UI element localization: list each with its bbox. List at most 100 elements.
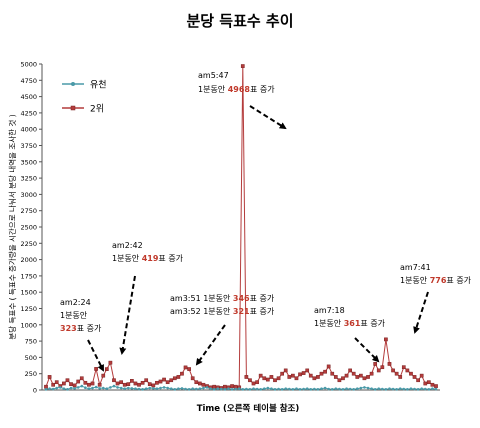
data-point <box>169 378 174 383</box>
annotation-label: am7:18 <box>314 306 345 315</box>
data-point <box>298 372 302 377</box>
annotation-label: 1분동안 <box>198 84 228 94</box>
data-point <box>126 382 131 386</box>
data-point <box>123 387 127 390</box>
data-point <box>423 381 428 386</box>
data-point <box>72 383 77 388</box>
data-point <box>62 381 66 386</box>
data-point <box>166 386 169 390</box>
data-point <box>344 373 349 378</box>
data-point <box>288 387 291 391</box>
data-point <box>352 388 356 391</box>
data-point <box>119 386 123 390</box>
data-point <box>194 380 199 385</box>
annotation-arrow <box>119 275 136 355</box>
data-point <box>251 381 256 386</box>
data-point <box>284 387 288 390</box>
data-point <box>423 387 427 391</box>
chart-title: 분당 득표수 추이 <box>186 12 293 30</box>
data-point <box>431 387 434 390</box>
y-tick-label: 3000 <box>20 191 37 199</box>
y-tick-label: 3500 <box>20 158 37 166</box>
data-point <box>248 388 252 391</box>
data-point <box>223 384 227 389</box>
data-point <box>305 387 309 390</box>
annotation-5: am7:18 1분동안 361표 증가 <box>314 306 386 363</box>
data-point <box>366 375 370 379</box>
legend-marker <box>71 82 75 86</box>
data-point <box>79 376 84 381</box>
data-point <box>413 387 416 391</box>
annotation-text: am7:41 <box>400 263 431 272</box>
y-axis-label: 분당 득표수 ( 득표수 증가량을 시간으로 나눠서 분당 내역을 조사한 것 … <box>7 114 17 339</box>
data-point <box>316 375 320 379</box>
data-point <box>184 387 187 391</box>
data-point <box>187 388 191 391</box>
data-point <box>112 378 116 383</box>
data-point <box>137 387 141 391</box>
data-point <box>398 387 402 390</box>
data-point <box>141 388 144 391</box>
data-point <box>194 387 198 391</box>
data-point <box>333 375 338 379</box>
data-point <box>148 386 152 390</box>
y-tick-label: 5000 <box>20 61 37 69</box>
data-point <box>301 371 306 375</box>
data-point <box>323 386 327 390</box>
y-tick-label: 0 <box>33 387 37 395</box>
data-point <box>255 380 259 385</box>
data-point <box>180 387 184 390</box>
data-point <box>59 386 62 389</box>
annotation-value: 323 <box>60 324 77 333</box>
data-point <box>398 375 403 379</box>
data-point <box>330 371 335 376</box>
data-point <box>144 378 149 383</box>
annotation-text: 323표 증가 <box>60 324 102 333</box>
data-point <box>205 386 209 389</box>
series-layer <box>44 64 438 391</box>
data-point <box>44 388 48 391</box>
data-point <box>381 387 384 391</box>
data-point <box>326 364 331 369</box>
annotation-arrow <box>354 337 380 363</box>
legend-label: 유천 <box>90 80 107 91</box>
data-point <box>416 378 420 383</box>
data-point <box>337 378 342 383</box>
data-point <box>87 387 91 390</box>
y-tick-label: 750 <box>25 338 37 346</box>
data-point <box>330 388 334 391</box>
data-point <box>426 380 431 385</box>
y-tick-label: 2500 <box>20 224 37 232</box>
data-point <box>265 377 270 382</box>
data-point <box>212 388 216 391</box>
data-point <box>312 376 317 381</box>
data-point <box>258 373 263 378</box>
data-point <box>244 375 249 379</box>
y-tick-label: 2000 <box>20 256 37 264</box>
annotation-label: 1분동안 <box>400 275 430 285</box>
data-point <box>302 387 305 391</box>
data-point <box>359 373 363 378</box>
data-point <box>162 386 166 389</box>
data-point <box>338 387 341 391</box>
data-point <box>245 387 248 391</box>
data-point <box>98 387 101 390</box>
data-point <box>198 387 202 390</box>
data-point <box>376 368 381 373</box>
annotation-label: 표 증가 <box>77 324 102 333</box>
data-point <box>291 373 295 378</box>
data-point <box>169 387 173 390</box>
data-point <box>373 362 378 366</box>
annotation-value: 419 <box>142 254 159 263</box>
data-point <box>158 379 163 384</box>
data-point <box>216 387 220 390</box>
data-point <box>94 367 98 371</box>
series-1 <box>44 384 438 391</box>
y-tick-label: 1000 <box>20 321 37 329</box>
y-tick-label: 2250 <box>20 240 37 248</box>
data-point <box>237 387 241 390</box>
series-2 <box>44 64 438 390</box>
